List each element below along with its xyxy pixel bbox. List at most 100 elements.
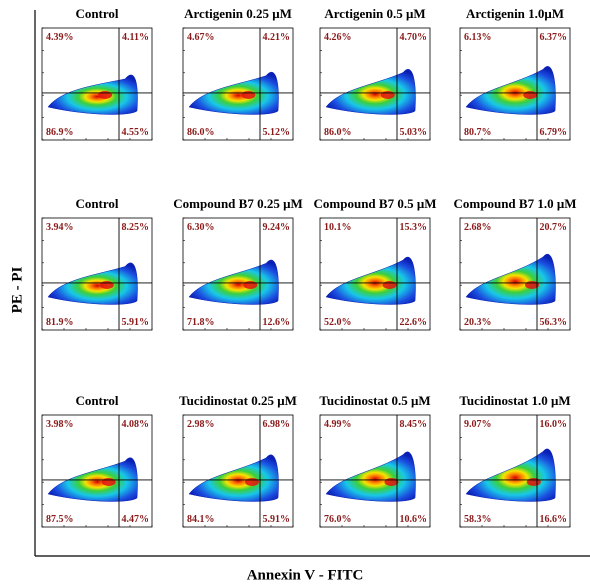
panel-title: Control	[75, 6, 118, 21]
density-core	[99, 280, 114, 289]
quadrant-ll: 20.3%	[464, 317, 492, 328]
density-core	[245, 477, 259, 486]
quadrant-ur: 8.25%	[122, 222, 150, 233]
quadrant-ur: 8.45%	[400, 419, 428, 430]
quadrant-ul: 2.98%	[187, 419, 215, 430]
density-blob	[47, 262, 138, 305]
panel-title: Compound B7 0.25 μM	[173, 196, 302, 211]
panel-title: Control	[75, 196, 118, 211]
quadrant-ur: 4.11%	[122, 32, 149, 43]
plot-frame	[319, 27, 431, 141]
density-core	[98, 90, 112, 99]
quadrant-lr: 5.12%	[263, 127, 291, 138]
density-blob	[188, 259, 279, 305]
density-blob	[188, 454, 279, 502]
panel-title: Compound B7 0.5 μM	[314, 196, 437, 211]
quadrant-ur: 6.98%	[263, 419, 291, 430]
quadrant-ur: 9.24%	[263, 222, 291, 233]
quadrant-ll: 86.0%	[187, 127, 215, 138]
quadrant-ul: 3.98%	[46, 419, 74, 430]
density-core	[384, 477, 399, 486]
quadrant-ul: 10.1%	[324, 222, 352, 233]
quadrant-lr: 5.03%	[400, 127, 428, 138]
quadrant-ll: 86.0%	[324, 127, 352, 138]
panel: Compound B7 0.25 μM 6.30% 9.24% 71.8% 12.6%	[173, 196, 303, 331]
panel: Arctigenin 1.0μM 6.13% 6.37% 80.7% 6.79%	[459, 6, 571, 141]
quadrant-ul: 4.99%	[324, 419, 352, 430]
x-axis-label: Annexin V - FITC	[247, 567, 364, 583]
plot-frame	[459, 27, 571, 141]
quadrant-lr: 10.6%	[400, 514, 428, 525]
quadrant-ur: 4.08%	[122, 419, 150, 430]
quadrant-lr: 22.6%	[400, 317, 428, 328]
quadrant-ll: 84.1%	[187, 514, 215, 525]
quadrant-ul: 6.13%	[464, 32, 492, 43]
quadrant-ul: 4.67%	[187, 32, 215, 43]
quadrant-ll: 81.9%	[46, 317, 74, 328]
plot-frame	[41, 414, 153, 528]
quadrant-lr: 5.91%	[263, 514, 291, 525]
quadrant-lr: 5.91%	[122, 317, 150, 328]
quadrant-ul: 3.94%	[46, 222, 74, 233]
density-core	[241, 90, 256, 99]
plot-frame	[41, 27, 153, 141]
plot-frame	[459, 217, 571, 331]
plot-frame	[319, 414, 431, 528]
panel: Tucidinostat 1.0 μM 9.07% 16.0% 58.3% 16.6%	[459, 393, 571, 528]
quadrant-ll: 52.0%	[324, 317, 352, 328]
quadrant-ul: 4.26%	[324, 32, 352, 43]
panel-title: Arctigenin 0.25 μM	[184, 6, 292, 21]
quadrant-ll: 86.9%	[46, 127, 74, 138]
panel-title: Arctigenin 0.5 μM	[324, 6, 425, 21]
density-core	[380, 90, 395, 99]
density-core	[526, 477, 541, 486]
quadrant-lr: 16.6%	[540, 514, 568, 525]
panel-title: Control	[75, 393, 118, 408]
quadrant-ll: 80.7%	[464, 127, 492, 138]
quadrant-ll: 58.3%	[464, 514, 492, 525]
panel: Compound B7 0.5 μM 10.1% 15.3% 52.0% 22.6%	[314, 196, 437, 331]
plot-frame	[319, 217, 431, 331]
panel-title: Tucidinostat 0.5 μM	[319, 393, 430, 408]
density-blob	[325, 451, 416, 502]
plot-frame	[459, 414, 571, 528]
quadrant-ll: 71.8%	[187, 317, 215, 328]
plot-frame	[182, 217, 294, 331]
density-blob	[47, 74, 138, 115]
quadrant-ur: 4.70%	[400, 32, 428, 43]
quadrant-ul: 9.07%	[464, 419, 492, 430]
quadrant-lr: 12.6%	[263, 317, 291, 328]
density-blob	[325, 256, 416, 305]
quadrant-ur: 20.7%	[540, 222, 568, 233]
quadrant-lr: 4.55%	[122, 127, 150, 138]
density-blob	[325, 69, 416, 115]
quadrant-lr: 4.47%	[122, 514, 150, 525]
panel-title: Arctigenin 1.0μM	[466, 6, 564, 21]
quadrant-ur: 4.21%	[263, 32, 291, 43]
quadrant-lr: 56.3%	[540, 317, 568, 328]
quadrant-lr: 6.79%	[540, 127, 568, 138]
plot-frame	[182, 27, 294, 141]
quadrant-ul: 6.30%	[187, 222, 215, 233]
plot-frame	[182, 414, 294, 528]
panel-title: Tucidinostat 0.25 μM	[179, 393, 297, 408]
density-blob	[465, 448, 556, 502]
quadrant-ul: 2.68%	[464, 222, 492, 233]
quadrant-ur: 15.3%	[400, 222, 428, 233]
density-blob	[465, 254, 556, 305]
panel-title: Compound B7 1.0 μM	[454, 196, 577, 211]
panel: Tucidinostat 0.5 μM 4.99% 8.45% 76.0% 10.6%	[319, 393, 431, 528]
quadrant-ur: 16.0%	[540, 419, 568, 430]
plot-frame	[41, 217, 153, 331]
density-blob	[465, 66, 556, 115]
y-axis-label: PE - PI	[9, 267, 25, 314]
panel: Arctigenin 0.25 μM 4.67% 4.21% 86.0% 5.12%	[182, 6, 294, 141]
density-core	[101, 477, 116, 486]
panel-title: Tucidinostat 1.0 μM	[459, 393, 570, 408]
density-core	[243, 280, 258, 289]
panel: Compound B7 1.0 μM 2.68% 20.7% 20.3% 56.3%	[454, 196, 577, 331]
